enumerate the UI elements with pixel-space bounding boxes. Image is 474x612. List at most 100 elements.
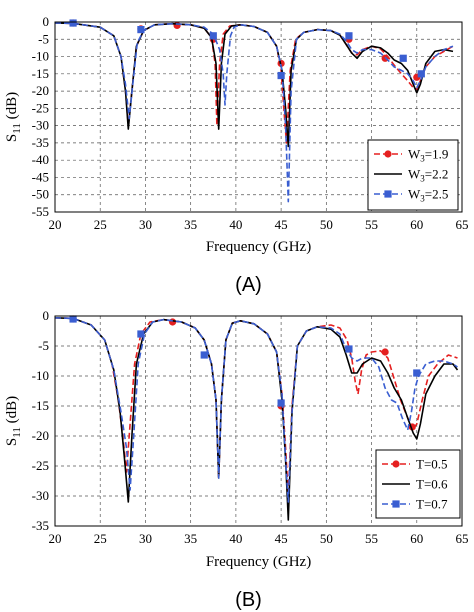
legend-entry-main: W — [408, 147, 421, 162]
y-axis-label-unit: (dB) — [4, 92, 20, 123]
y-tick-label: -15 — [32, 66, 49, 81]
x-tick-label: 50 — [320, 531, 333, 546]
legend-entry-0: T=0.5 — [416, 457, 448, 472]
panel-label: (B) — [235, 589, 262, 611]
data-point-marker — [69, 315, 77, 323]
x-tick-label: 40 — [229, 531, 242, 546]
x-tick-label: 20 — [49, 217, 62, 232]
y-axis-label-sub: 11 — [11, 427, 23, 438]
tick-labels: 20 25 30 35 40 45 50 55 60 65 0 -5 -10 -15 -20 -25 -30 -3… — [32, 14, 469, 232]
legend-entry-sub: 3 — [420, 174, 425, 184]
x-axis-label: Frequency (GHz) — [206, 554, 311, 570]
y-axis-label-main: S — [4, 134, 20, 142]
legend-entry-sub: 3 — [420, 154, 425, 164]
x-tick-label: 55 — [365, 217, 378, 232]
legend-entry-1: W3=2.2 — [408, 167, 448, 184]
y-axis-label-sub: 11 — [11, 123, 23, 134]
y-tick-label: -55 — [32, 204, 49, 219]
data-point-marker — [399, 54, 407, 62]
x-tick-label: 65 — [456, 217, 469, 232]
y-axis-label-main: S — [4, 438, 20, 446]
x-tick-label: 30 — [139, 217, 152, 232]
data-point-marker — [200, 351, 208, 359]
y-tick-label: -30 — [32, 488, 49, 503]
y-tick-label: -35 — [32, 135, 49, 150]
y-axis-label: S11 (dB) — [4, 396, 23, 446]
chart-panel-b: 20 25 30 35 40 45 50 55 60 65 0 -5 -10 -15 -20 -25 -30 -3… — [4, 308, 469, 611]
data-point-marker — [345, 32, 353, 40]
legend-entry-suffix: =2.2 — [425, 167, 449, 182]
y-tick-label: -25 — [32, 100, 49, 115]
data-point-marker — [413, 369, 421, 377]
data-point-marker — [417, 70, 425, 78]
y-axis-label: S11 (dB) — [4, 92, 23, 142]
y-tick-label: -30 — [32, 118, 49, 133]
y-tick-label: -15 — [32, 398, 49, 413]
plot-frame — [54, 21, 463, 213]
x-tick-label: 20 — [49, 531, 62, 546]
legend-entry-1: T=0.6 — [416, 477, 448, 492]
series-line-2 — [54, 317, 458, 503]
x-tick-label: 45 — [275, 531, 288, 546]
panel-label: (A) — [235, 274, 262, 296]
data-point-marker — [168, 318, 177, 326]
data-point-marker — [209, 32, 217, 40]
y-tick-label: -5 — [38, 338, 49, 353]
data-point-marker — [345, 345, 353, 353]
x-tick-label: 60 — [410, 217, 423, 232]
legend-swatch-marker — [392, 500, 400, 508]
x-tick-label: 45 — [275, 217, 288, 232]
x-tick-label: 60 — [410, 531, 423, 546]
x-tick-label: 35 — [184, 531, 197, 546]
legend-entry-main: T=0.7 — [416, 497, 448, 512]
y-tick-label: -5 — [38, 31, 49, 46]
legend-entry-suffix: =1.9 — [425, 147, 449, 162]
legend-swatch-marker — [392, 460, 400, 468]
legend-entry-main: W — [408, 187, 421, 202]
legend-entry-suffix: =2.5 — [425, 187, 449, 202]
x-tick-label: 25 — [94, 531, 107, 546]
legend-swatch-marker — [384, 150, 392, 158]
series-line-0 — [54, 22, 454, 144]
data-point-marker — [381, 348, 389, 356]
data-point-marker — [173, 21, 181, 30]
x-tick-label: 35 — [184, 217, 197, 232]
legend: T=0.5 T=0.6 T=0.7 — [375, 449, 461, 519]
series-layer — [54, 19, 454, 203]
data-point-marker — [69, 19, 77, 27]
legend: W3=1.9W3=2.2W3=2.5 — [367, 139, 459, 211]
y-tick-label: -25 — [32, 458, 49, 473]
x-tick-label: 30 — [139, 531, 152, 546]
y-tick-label: -45 — [32, 169, 49, 184]
x-axis-label: Frequency (GHz) — [206, 239, 311, 255]
y-tick-label: -35 — [32, 518, 49, 533]
chart-panel-a: 20 25 30 35 40 45 50 55 60 65 0 -5 -10 -15 -20 -25 -30 -3… — [4, 14, 469, 296]
legend-entry-main: T=0.6 — [416, 477, 448, 492]
x-tick-label: 50 — [320, 217, 333, 232]
legend-entry-main: W — [408, 167, 421, 182]
y-axis-label-unit: (dB) — [4, 396, 20, 427]
series-line-1 — [54, 22, 454, 148]
legend-entry-2: W3=2.5 — [408, 187, 448, 204]
series-line-2 — [54, 22, 454, 203]
y-tick-label: -10 — [32, 49, 49, 64]
x-tick-label: 65 — [456, 531, 469, 546]
y-tick-label: 0 — [43, 308, 50, 323]
tick-labels: 20 25 30 35 40 45 50 55 60 65 0 -5 -10 -15 -20 -25 -30 -3… — [32, 308, 469, 546]
data-point-marker — [137, 330, 145, 338]
y-tick-label: 0 — [43, 14, 50, 29]
series-layer — [54, 315, 459, 521]
data-point-marker — [277, 71, 285, 80]
legend-entry-sub: 3 — [420, 194, 425, 204]
y-tick-label: -10 — [32, 368, 49, 383]
x-tick-label: 25 — [94, 217, 107, 232]
y-tick-label: -20 — [32, 83, 49, 98]
legend-entry-main: T=0.5 — [416, 457, 448, 472]
legend-entry-2: T=0.7 — [416, 497, 448, 512]
x-tick-label: 40 — [229, 217, 242, 232]
legend-swatch-marker — [384, 190, 392, 198]
y-tick-label: -50 — [32, 187, 49, 202]
y-tick-label: -40 — [32, 152, 49, 167]
data-point-marker — [277, 399, 285, 407]
